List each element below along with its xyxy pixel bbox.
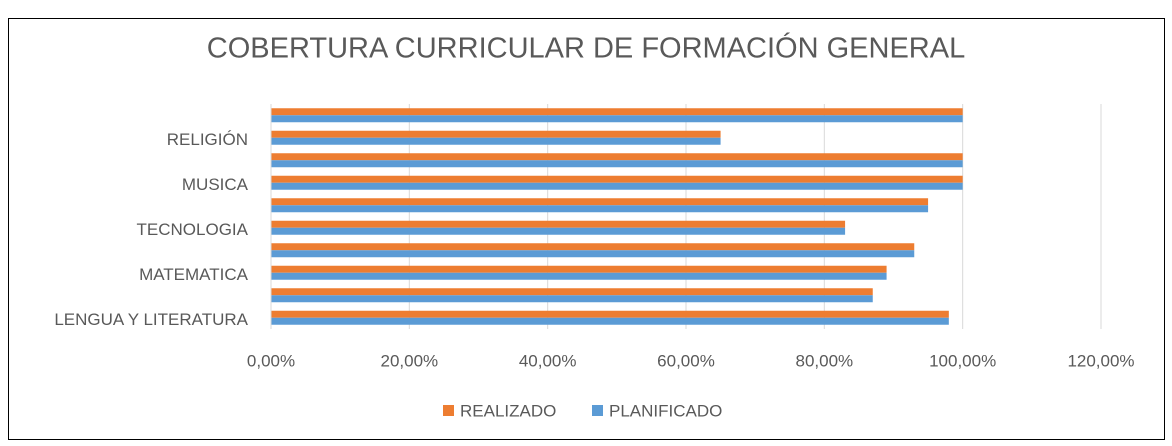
legend-swatch (592, 405, 603, 416)
x-tick-label: 0,00% (247, 351, 295, 370)
x-tick-label: 20,00% (380, 351, 438, 370)
bar (271, 265, 887, 273)
bar (271, 160, 963, 168)
y-tick-label: MUSICA (182, 175, 249, 194)
bar (271, 317, 949, 325)
bar (271, 243, 915, 251)
bar (271, 130, 721, 138)
bar (271, 182, 963, 190)
legend-label: PLANIFICADO (609, 401, 722, 420)
bar (271, 295, 873, 303)
bar (271, 220, 846, 228)
bar (271, 205, 929, 213)
bar (271, 153, 963, 161)
bar (271, 310, 949, 318)
y-tick-label: MATEMATICA (139, 265, 249, 284)
bar (271, 115, 963, 123)
bar (271, 198, 929, 206)
y-tick-label: RELIGIÓN (167, 130, 248, 149)
bar (271, 227, 846, 235)
legend-swatch (443, 405, 454, 416)
bar (271, 250, 915, 258)
bar (271, 272, 887, 280)
legend-label: REALIZADO (460, 401, 556, 420)
bar (271, 175, 963, 183)
x-tick-label: 40,00% (519, 351, 577, 370)
y-tick-label: TECNOLOGIA (137, 220, 249, 239)
bar (271, 288, 873, 296)
bar (271, 108, 963, 116)
x-tick-label: 60,00% (657, 351, 715, 370)
chart-title: COBERTURA CURRICULAR DE FORMACIÓN GENERA… (207, 32, 965, 65)
y-tick-label: LENGUA Y LITERATURA (54, 310, 248, 329)
bar (271, 137, 721, 145)
x-tick-label: 100,00% (929, 351, 996, 370)
x-tick-label: 80,00% (795, 351, 853, 370)
x-tick-label: 120,00% (1067, 351, 1134, 370)
